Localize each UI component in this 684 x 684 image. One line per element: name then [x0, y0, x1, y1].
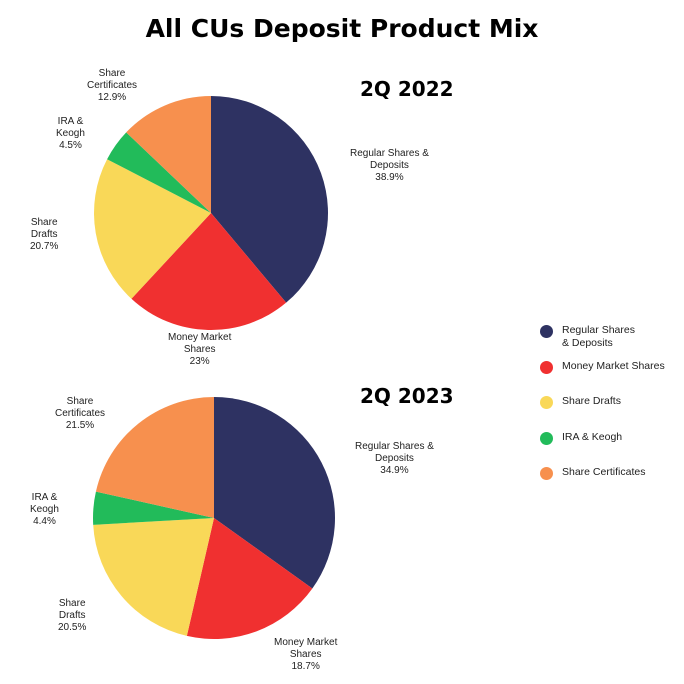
- pie-slice-regular-shares-deposits: [214, 397, 335, 589]
- chart-title: All CUs Deposit Product Mix: [145, 14, 539, 43]
- pie-slice-share-certificates: [126, 96, 211, 213]
- label-name: IRA & Keogh: [56, 116, 85, 139]
- pie-2022-subtitle: 2Q 2022: [360, 77, 454, 101]
- label-value: 4.4%: [33, 516, 56, 527]
- pie-slice-money-market-shares: [186, 518, 313, 639]
- pie-slice-share-drafts: [93, 159, 211, 299]
- legend-label: Regular Shares & Deposits: [562, 324, 635, 349]
- pie-slice-ira-keogh: [107, 132, 211, 213]
- legend-label: IRA & Keogh: [562, 430, 623, 443]
- pie-2022-label-regular: Regular Shares & Deposits 38.9%: [350, 148, 429, 184]
- legend-label: Money Market Shares: [562, 359, 665, 372]
- label-value: 18.7%: [291, 661, 320, 672]
- legend-swatch: [540, 396, 553, 409]
- legend-swatch: [540, 360, 553, 374]
- pie-2022-label-certificates: Share Certificates 12.9%: [87, 68, 137, 104]
- pie-slice-regular-shares-deposits: [211, 96, 329, 303]
- pie-2022-label-ira: IRA & Keogh 4.5%: [56, 116, 85, 152]
- label-name: Share Drafts: [58, 598, 86, 621]
- legend-swatch: [540, 325, 553, 338]
- label-name: Share Certificates: [87, 68, 138, 91]
- label-name: Money Market Shares: [274, 637, 338, 660]
- legend-swatch: [540, 467, 553, 480]
- legend-label: Share Drafts: [562, 395, 621, 407]
- label-value: 20.5%: [58, 622, 87, 633]
- pie-chart-2023: [93, 397, 335, 639]
- label-value: 38.9%: [375, 172, 404, 183]
- label-value: 4.5%: [59, 140, 82, 151]
- label-value: 23%: [189, 356, 210, 367]
- label-value: 21.5%: [65, 420, 95, 431]
- label-value: 34.9%: [380, 465, 409, 476]
- pie-2023-label-ira: IRA & Keogh 4.4%: [30, 492, 59, 528]
- pie-2023-label-money-market: Money Market Shares 18.7%: [274, 637, 337, 673]
- label-name: Regular Shares & Deposits: [350, 148, 429, 171]
- pie-2022-label-money-market: Money Market Shares 23%: [168, 332, 231, 368]
- label-name: IRA & Keogh: [30, 492, 59, 515]
- pie-slice-share-drafts: [93, 518, 214, 636]
- pie-slice-share-certificates: [95, 397, 214, 518]
- label-name: Share Certificates: [55, 396, 106, 419]
- pie-slice-money-market-shares: [131, 213, 287, 330]
- label-name: Share Drafts: [30, 217, 58, 240]
- legend-swatch: [540, 431, 553, 445]
- pie-2023-label-regular: Regular Shares & Deposits 34.9%: [355, 441, 434, 477]
- pie-chart-2022: [93, 96, 329, 330]
- pie-2023-label-certificates: Share Certificates 21.5%: [55, 396, 105, 432]
- label-name: Money Market Shares: [168, 332, 232, 355]
- label-value: 20.7%: [30, 241, 59, 252]
- pie-2023-label-share-drafts: Share Drafts 20.5%: [58, 598, 86, 634]
- label-value: 12.9%: [97, 92, 127, 103]
- pie-2022-label-share-drafts: Share Drafts 20.7%: [30, 217, 58, 253]
- pie-2023-subtitle: 2Q 2023: [360, 384, 454, 408]
- pie-slice-ira-keogh: [93, 491, 214, 525]
- label-name: Regular Shares & Deposits: [355, 441, 434, 464]
- legend-label: Share Certificates: [562, 466, 646, 478]
